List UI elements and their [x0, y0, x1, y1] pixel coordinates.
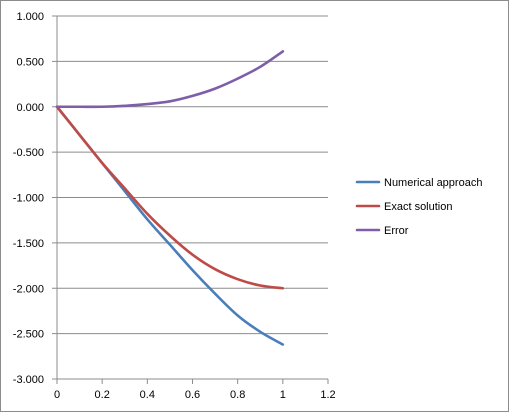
x-tick-label: 0.2 — [95, 389, 110, 401]
x-tick-label: 0.6 — [185, 389, 200, 401]
x-tick-label: 0.4 — [140, 389, 155, 401]
series-line-exact-solution — [55, 105, 285, 290]
y-tick-label: -1.500 — [13, 238, 44, 250]
y-tick-label: -2.500 — [13, 329, 44, 341]
y-tick-label: -0.500 — [13, 147, 44, 159]
legend-label-exact-solution: Exact solution — [384, 201, 452, 213]
y-tick-label: 1.000 — [16, 11, 44, 23]
series-lines — [55, 50, 285, 346]
tick-labels: 1.000 0.500 0.000 -0.500 -1.000 -1.500 -2.000 -… — [13, 11, 336, 401]
y-tick-label: 0.500 — [16, 56, 44, 68]
x-tick-label: 1 — [280, 389, 286, 401]
legend-label-numerical-approach: Numerical approach — [384, 177, 482, 189]
axes — [52, 15, 329, 384]
series-line-error — [55, 50, 285, 109]
gridlines — [57, 15, 328, 380]
y-tick-label: 0.000 — [16, 102, 44, 114]
y-tick-label: -1.000 — [13, 193, 44, 205]
legend-label-error: Error — [384, 225, 409, 237]
y-tick-label: -2.000 — [13, 283, 44, 295]
series-line-numerical-approach — [55, 105, 285, 346]
legend: Numerical approach Exact solution Error — [355, 177, 482, 237]
x-tick-label: 1.2 — [320, 389, 335, 401]
x-tick-label: 0 — [54, 389, 60, 401]
y-tick-label: -3.000 — [13, 374, 44, 386]
x-tick-label: 0.8 — [230, 389, 245, 401]
